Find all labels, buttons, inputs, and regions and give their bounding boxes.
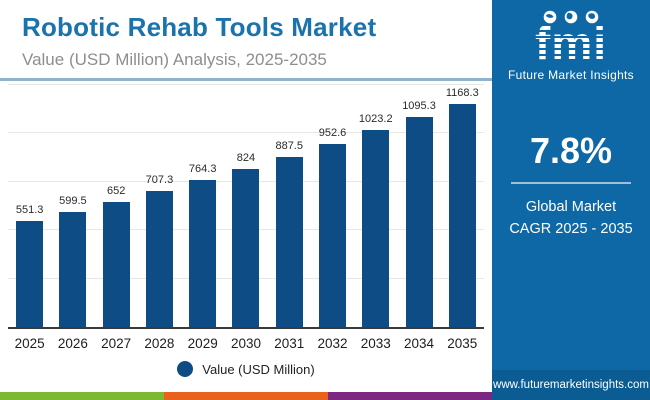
bar-value-label: 887.5: [275, 140, 303, 152]
gridline: [8, 132, 484, 134]
bar-group: 707.3: [138, 87, 181, 327]
header-divider: [0, 78, 492, 81]
bar-value-label: 707.3: [145, 174, 174, 186]
bar-group: 1023.2: [354, 87, 397, 327]
bar-group: 764.3: [181, 87, 224, 327]
globe-icon: [585, 10, 599, 24]
strip-purple-segment: [328, 392, 492, 400]
bar-value-label: 1095.3: [402, 100, 436, 112]
x-axis-label: 2031: [274, 336, 305, 351]
bar: [405, 117, 433, 327]
cagr-label-line2: CAGR 2025 - 2035: [509, 221, 633, 238]
bar: [318, 144, 346, 327]
bar-value-label: 1023.2: [358, 113, 393, 125]
cagr-stat: 7.8% Global Market CAGR 2025 - 2035: [492, 130, 650, 241]
logo-globe-icons: [492, 10, 650, 24]
chart-header: Robotic Rehab Tools Market Value (USD Mi…: [0, 0, 492, 78]
x-axis-label: 2030: [230, 336, 261, 351]
bar-value-label: 599.5: [59, 195, 87, 207]
chart-area: 551.3 599.5 652 707.3 764.3 824 887.5 952.6 1023…: [0, 81, 492, 329]
bar-value-label: 764.3: [188, 163, 217, 175]
page-title: Robotic Rehab Tools Market: [22, 12, 377, 42]
bars-row: 551.3 599.5 652 707.3 764.3 824 887.5 952.6 1023…: [8, 87, 484, 327]
bar: [232, 169, 260, 327]
bar-group: 551.3: [8, 87, 51, 327]
globe-icon: [543, 10, 557, 24]
strip-green-segment: [0, 392, 164, 400]
chart-panel: Robotic Rehab Tools Market Value (USD Mi…: [0, 0, 492, 400]
website-link[interactable]: www.futuremarketinsights.com: [493, 379, 649, 391]
bar-value-label: 1168.3: [445, 87, 479, 99]
stat-divider: [511, 182, 631, 184]
x-axis-label: 2027: [101, 336, 132, 351]
bar-value-label: 824: [236, 152, 256, 164]
page-subtitle: Value (USD Million) Analysis, 2025-2035: [22, 50, 327, 69]
x-axis-label: 2033: [360, 336, 391, 351]
bar-group: 952.6: [311, 87, 354, 327]
cagr-value: 7.8%: [529, 130, 613, 171]
sidebar-footer: www.futuremarketinsights.com: [492, 370, 650, 400]
x-axis-label: 2034: [404, 336, 435, 351]
bar: [102, 202, 130, 327]
brand-sidebar: fmi Future Market Insights 7.8% Global M…: [492, 0, 650, 400]
x-axis-label: 2032: [317, 336, 348, 351]
bar-group: 887.5: [268, 87, 311, 327]
cagr-label: Global Market CAGR 2025 - 2035: [492, 196, 650, 241]
bar-group: 824: [224, 87, 267, 327]
x-axis-label: 2035: [447, 336, 478, 351]
bar: [145, 191, 173, 327]
bar-group: 1168.3: [441, 87, 484, 327]
logo-tagline: Future Market Insights: [508, 68, 634, 82]
bar-group: 599.5: [51, 87, 94, 327]
bar: [16, 221, 44, 327]
bar-value-label: 551.3: [15, 204, 44, 216]
x-axis-labels: 2025 2026 2027 2028 2029 2030 2031 2032 2033 2034…: [0, 329, 492, 351]
fmi-logo-text: fmi: [535, 17, 607, 69]
bar-group: 652: [95, 87, 138, 327]
legend-marker-icon: [177, 361, 194, 377]
gridline: [8, 84, 484, 85]
bar: [189, 180, 217, 327]
bar-group: 1095.3: [397, 87, 440, 327]
bar: [448, 104, 476, 327]
x-axis-label: 2026: [57, 336, 88, 351]
fmi-logo: fmi Future Market Insights: [492, 0, 650, 82]
cagr-label-line1: Global Market: [525, 199, 617, 215]
x-axis-label: 2025: [14, 336, 45, 351]
legend-label: Value (USD Million): [202, 361, 315, 377]
bar: [362, 130, 390, 327]
bar-value-label: 952.6: [318, 127, 347, 139]
x-axis-label: 2028: [144, 336, 175, 351]
brand-color-strip: [0, 392, 492, 400]
bar: [275, 157, 303, 327]
bar-value-label: 652: [106, 185, 126, 197]
x-axis-label: 2029: [187, 336, 218, 351]
globe-icon: [564, 10, 578, 24]
chart-legend: Value (USD Million): [0, 361, 492, 377]
bar: [59, 212, 87, 327]
plot-area: 551.3 599.5 652 707.3 764.3 824 887.5 952.6 1023…: [8, 84, 484, 329]
strip-orange-segment: [164, 392, 328, 400]
